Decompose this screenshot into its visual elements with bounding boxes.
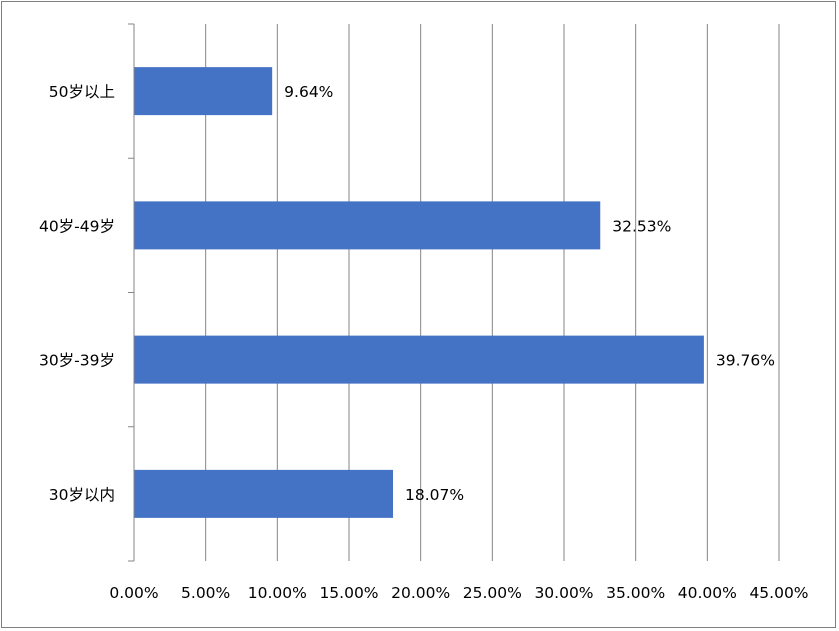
axes <box>128 23 135 562</box>
data-label: 32.53% <box>612 217 671 235</box>
x-tick-label: 10.00% <box>248 584 307 602</box>
x-tick-label: 15.00% <box>319 584 378 602</box>
bar <box>134 67 273 116</box>
bars <box>134 67 704 518</box>
bar <box>134 469 394 518</box>
category-labels: 30岁以内 30岁-39岁 40岁-49岁 50岁以上 <box>39 83 115 504</box>
category-label: 30岁以内 <box>49 486 115 504</box>
data-label: 18.07% <box>405 486 464 504</box>
category-label: 50岁以上 <box>49 83 115 101</box>
x-tick-label: 5.00% <box>181 584 230 602</box>
bar <box>134 201 601 250</box>
x-tick-label: 40.00% <box>678 584 737 602</box>
data-label: 39.76% <box>716 352 775 370</box>
x-tick-labels: 0.00% 5.00% 10.00% 15.00% 20.00% 25.00% 30.00%… <box>109 584 808 602</box>
category-label: 40岁-49岁 <box>39 217 115 235</box>
category-label: 30岁-39岁 <box>39 352 115 370</box>
x-tick-label: 20.00% <box>391 584 450 602</box>
x-tick-label: 0.00% <box>109 584 158 602</box>
x-tick-label: 25.00% <box>463 584 522 602</box>
bar <box>134 335 704 384</box>
x-tick-label: 45.00% <box>749 584 808 602</box>
x-tick-label: 35.00% <box>606 584 665 602</box>
data-label: 9.64% <box>284 83 333 101</box>
x-tick-label: 30.00% <box>534 584 593 602</box>
data-labels: 18.07% 39.76% 32.53% 9.64% <box>284 83 775 504</box>
